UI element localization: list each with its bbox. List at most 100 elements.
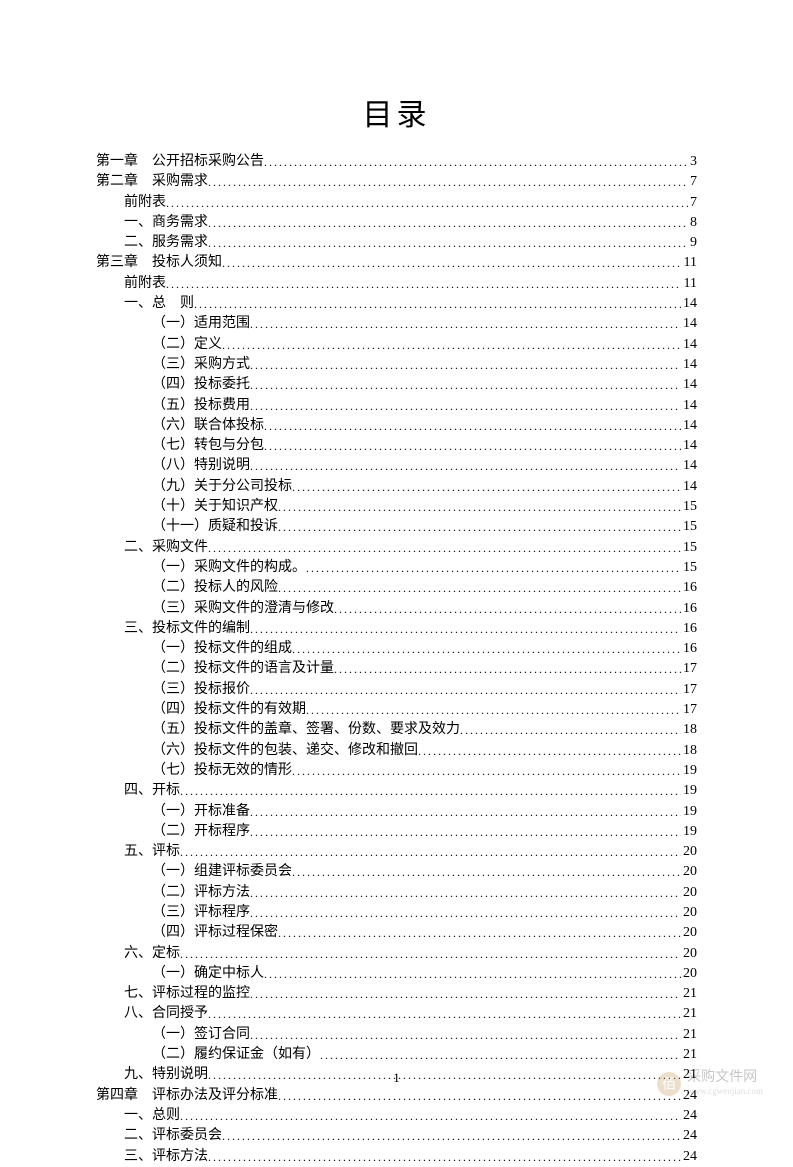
- toc-page: 14: [681, 436, 697, 456]
- toc-dots: [250, 377, 681, 394]
- toc-dots: [250, 458, 681, 475]
- toc-dots: [292, 479, 681, 496]
- toc-entry: （二）投标文件的语言及计量17: [96, 659, 697, 679]
- toc-entry: （一）开标准备19: [96, 802, 697, 822]
- toc-label: 三、评标方法: [124, 1147, 208, 1167]
- toc-dots: [278, 519, 681, 536]
- toc-entry: 第一章 公开招标采购公告3: [96, 152, 697, 172]
- toc-entry: （五）投标文件的盖章、签署、份数、要求及效力 18: [96, 720, 697, 740]
- toc-page: 11: [682, 274, 697, 294]
- toc-entry: （三）采购方式14: [96, 355, 697, 375]
- toc-page: 20: [681, 903, 697, 923]
- toc-label: 八、合同授予: [124, 1004, 208, 1024]
- toc-dots: [222, 255, 682, 272]
- toc-entry: 六、定标 20: [96, 944, 697, 964]
- toc-page: 21: [681, 984, 697, 1004]
- toc-entry: （一）适用范围14: [96, 314, 697, 334]
- toc-page: 15: [681, 558, 697, 578]
- toc-dots: [278, 925, 681, 942]
- toc-entry: 前附表 11: [96, 274, 697, 294]
- toc-dots: [306, 560, 681, 577]
- toc-page: 16: [681, 619, 697, 639]
- toc-entry: 五、评标 20: [96, 842, 697, 862]
- toc-dots: [292, 641, 681, 658]
- toc-label: 七、评标过程的监控: [124, 984, 250, 1004]
- toc-page: 11: [682, 253, 697, 273]
- toc-entry: （四）投标委托14: [96, 375, 697, 395]
- toc-page: 20: [681, 964, 697, 984]
- toc-label: （一）组建评标委员会: [152, 862, 292, 882]
- toc-dots: [250, 986, 681, 1003]
- toc-page: 21: [681, 1025, 697, 1045]
- toc-label: （四）投标文件的有效期: [152, 700, 306, 720]
- toc-page: 17: [681, 659, 697, 679]
- toc-page: 21: [681, 1004, 697, 1024]
- toc-dots: [278, 1088, 681, 1105]
- toc-page: 19: [681, 822, 697, 842]
- toc-label: 前附表: [124, 274, 166, 294]
- toc-entry: 二、采购文件15: [96, 538, 697, 558]
- toc-page: 3: [688, 152, 697, 172]
- toc-dots: [334, 601, 681, 618]
- toc-dots: [250, 824, 681, 841]
- toc-dots: [250, 905, 681, 922]
- toc-dots: [208, 1149, 681, 1166]
- toc-entry: （一）确定中标人 20: [96, 964, 697, 984]
- toc-label: 六、定标: [124, 944, 180, 964]
- toc-page: 20: [681, 842, 697, 862]
- toc-page: 17: [681, 680, 697, 700]
- toc-page: 7: [688, 172, 697, 192]
- toc-entry: （九）关于分公司投标14: [96, 477, 697, 497]
- toc-dots: [460, 722, 681, 739]
- toc-label: （四）投标委托: [152, 375, 250, 395]
- toc-page: 16: [681, 599, 697, 619]
- toc-label: （三）评标程序: [152, 903, 250, 923]
- toc-label: 一、商务需求: [124, 213, 208, 233]
- toc-label: 四、开标: [124, 781, 180, 801]
- toc-dots: [306, 702, 681, 719]
- toc-label: （四）评标过程保密: [152, 923, 278, 943]
- toc-entry: （一）采购文件的构成。15: [96, 558, 697, 578]
- toc-page: 9: [688, 233, 697, 253]
- toc-entry: 第二章 采购需求7: [96, 172, 697, 192]
- toc-dots: [208, 1006, 681, 1023]
- toc-label: （一）确定中标人: [152, 964, 264, 984]
- toc-entry: （三）投标报价17: [96, 680, 697, 700]
- toc-dots: [418, 743, 681, 760]
- toc-label: 前附表: [124, 193, 166, 213]
- toc-dots: [194, 296, 681, 313]
- toc-entry: 一、总则24: [96, 1106, 697, 1126]
- toc-page: 14: [681, 314, 697, 334]
- toc-label: （七）转包与分包: [152, 436, 264, 456]
- toc-label: （五）投标文件的盖章、签署、份数、要求及效力: [152, 720, 460, 740]
- toc-entry: 一、总 则14: [96, 294, 697, 314]
- toc-page: 20: [681, 923, 697, 943]
- toc-page: 14: [681, 335, 697, 355]
- toc-entry: 七、评标过程的监控 21: [96, 984, 697, 1004]
- toc-page: 20: [681, 944, 697, 964]
- toc-dots: [250, 1027, 681, 1044]
- toc-label: （二）履约保证金（如有）: [152, 1045, 320, 1065]
- toc-dots: [180, 783, 681, 800]
- toc-dots: [250, 621, 681, 638]
- toc-page: 18: [681, 720, 697, 740]
- toc-label: （六）联合体投标: [152, 416, 264, 436]
- toc-dots: [292, 763, 681, 780]
- toc-entry: 三、评标方法24: [96, 1147, 697, 1167]
- toc-dots: [180, 844, 681, 861]
- toc-entry: （三）评标程序 20: [96, 903, 697, 923]
- toc-entry: （二）评标方法20: [96, 883, 697, 903]
- toc-entry: 四、开标19: [96, 781, 697, 801]
- toc-entry: （三）采购文件的澄清与修改16: [96, 599, 697, 619]
- toc-label: （八）特别说明: [152, 456, 250, 476]
- toc-label: （二）定义: [152, 335, 222, 355]
- toc-label: 一、总 则: [124, 294, 194, 314]
- toc-dots: [208, 215, 688, 232]
- toc-entry: 八、合同授予 21: [96, 1004, 697, 1024]
- toc-label: （九）关于分公司投标: [152, 477, 292, 497]
- toc-page: 15: [681, 538, 697, 558]
- toc-entry: 一、商务需求8: [96, 213, 697, 233]
- toc-label: 五、评标: [124, 842, 180, 862]
- toc-dots: [166, 276, 682, 293]
- toc-page: 20: [681, 862, 697, 882]
